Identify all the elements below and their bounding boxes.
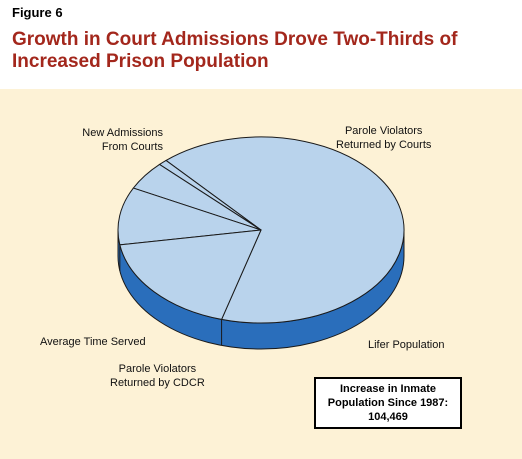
- slice-label-parole-courts-line-2: Returned by Courts: [336, 139, 432, 151]
- slice-label-parole-cdcr-line-2: Returned by CDCR: [110, 377, 205, 389]
- chart-title-line-2: Increased Prison Population: [12, 51, 269, 72]
- slice-label-new-admissions: New Admissions From Courts: [82, 126, 163, 154]
- slice-label-parole-courts: Parole Violators Returned by Courts: [336, 124, 431, 152]
- inmate-increase-line-1: Increase in Inmate: [340, 383, 436, 395]
- pie-slice-new-admissions-from-courts: [165, 136, 405, 324]
- slice-label-avg-time-served: Average Time Served: [40, 335, 146, 349]
- slice-label-avg-time-served-line-1: Average Time Served: [40, 336, 146, 348]
- slice-label-new-admissions-line-1: New Admissions: [82, 127, 163, 139]
- slice-label-parole-courts-line-1: Parole Violators: [344, 125, 423, 137]
- slice-label-lifer: Lifer Population: [368, 338, 444, 352]
- inmate-increase-box: Increase in Inmate Population Since 1987…: [314, 377, 462, 429]
- slice-label-parole-cdcr-line-1: Parole Violators: [118, 363, 197, 375]
- pie-slice-parole-violators-returned-by-courts: [119, 229, 262, 320]
- chart-title: Growth in Court Admissions Drove Two-Thi…: [12, 29, 512, 73]
- slice-label-lifer-line-1: Lifer Population: [368, 339, 445, 351]
- inmate-increase-line-2: Population Since 1987:: [327, 397, 449, 409]
- slice-label-new-admissions-line-2: From Courts: [101, 141, 163, 153]
- pie-slice-lifer-population: [117, 187, 262, 246]
- chart-title-line-1: Growth in Court Admissions Drove Two-Thi…: [12, 29, 458, 50]
- inmate-increase-value: 104,469: [368, 411, 408, 423]
- figure-label: Figure 6: [12, 5, 63, 20]
- slice-label-parole-cdcr: Parole Violators Returned by CDCR: [110, 362, 205, 390]
